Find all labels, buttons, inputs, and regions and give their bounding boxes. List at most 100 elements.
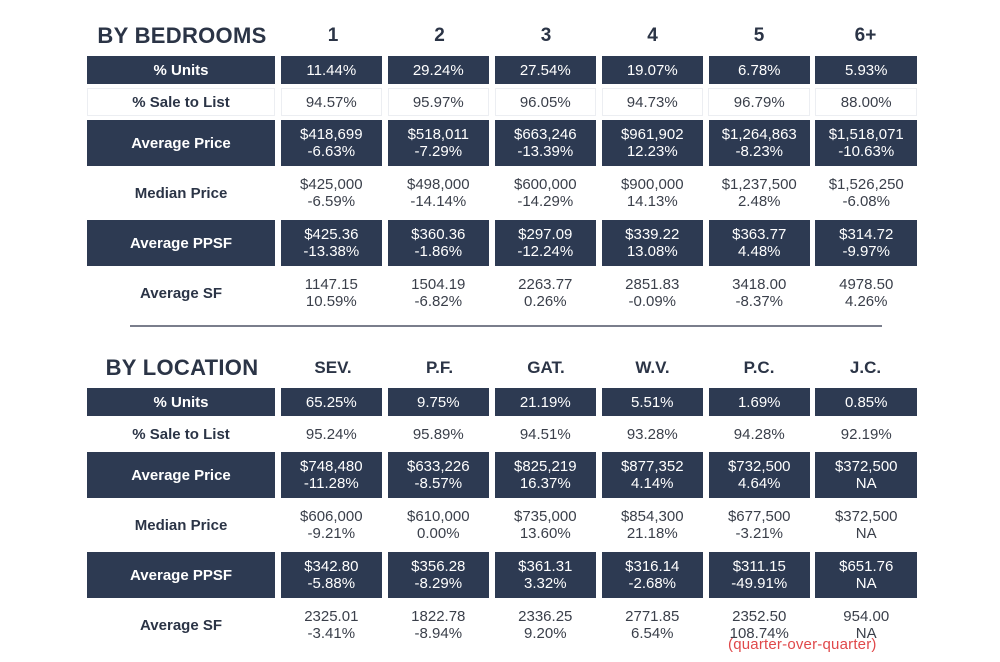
cell: 21.19% <box>494 388 597 416</box>
cell: $339.22 13.08% <box>601 220 703 266</box>
cell-value: $372,500 <box>834 458 898 475</box>
row-average-price: Average Price $748,480 -11.28% $633,226 -8… <box>87 452 917 498</box>
cell-value: 1147.15 <box>304 276 358 293</box>
cell: 96.05% <box>494 88 596 116</box>
cell-value: 2771.85 <box>625 608 680 625</box>
cell-change: 9.20% <box>524 625 567 642</box>
cell-change: -12.24% <box>517 243 574 260</box>
cell-change: -13.39% <box>517 143 574 160</box>
cell-value: $339.22 <box>625 226 680 243</box>
row-label: % Units <box>87 388 276 416</box>
cell-value: $1,526,250 <box>828 176 904 193</box>
row-label: Median Price <box>87 170 276 216</box>
cell-change: 12.23% <box>626 143 678 160</box>
cell-change: -8.23% <box>735 143 783 160</box>
cell-change: -6.08% <box>842 193 890 210</box>
cell: $297.09 -12.24% <box>494 220 597 266</box>
cell-change: -11.28% <box>303 475 359 492</box>
cell-change: -6.82% <box>414 293 463 310</box>
cell: $498,000 -14.14% <box>387 170 490 216</box>
section-title: BY LOCATION <box>105 355 259 380</box>
cell-value: 94.28% <box>733 425 785 443</box>
row-median-price: Median Price $606,000 -9.21% $610,000 0.00… <box>87 502 917 548</box>
cell: 94.51% <box>494 420 597 448</box>
cell-value: $735,000 <box>513 508 577 525</box>
cell-value: $825,219 <box>513 458 577 475</box>
cell-value: $633,226 <box>407 458 470 475</box>
location-header-row: BY LOCATION SEV. P.F. GAT. W.V. P.C. J.C… <box>87 352 917 384</box>
cell-value: 3418.00 <box>732 276 787 293</box>
cell: 6.78% <box>708 56 810 84</box>
cell-value: $1,264,863 <box>721 126 797 143</box>
cell: $1,526,250 -6.08% <box>815 170 917 216</box>
cell-value: $297.09 <box>518 226 573 243</box>
cell: $606,000 -9.21% <box>280 502 383 548</box>
cell: 1504.19 -6.82% <box>387 270 490 316</box>
cell-value: 2336.25 <box>518 608 573 625</box>
row-sale-to-list: % Sale to List 95.24% 95.89% 94.51% 93.2… <box>87 420 917 448</box>
row-label: Average Price <box>87 452 276 498</box>
cell-change: NA <box>855 625 877 642</box>
cell-change: 6.54% <box>630 625 674 642</box>
cell: $372,500 NA <box>815 502 917 548</box>
row-label: % Sale to List <box>87 420 276 448</box>
cell-change: -14.14% <box>410 193 467 210</box>
cell-value: $732,500 <box>727 458 791 475</box>
cell-value: $606,000 <box>300 508 363 525</box>
cell-value: 2352.50 <box>732 608 787 625</box>
cell: $610,000 0.00% <box>387 502 490 548</box>
cell: $961,902 12.23% <box>601 120 703 166</box>
cell: 1.69% <box>708 388 810 416</box>
cell-change: NA <box>855 475 877 492</box>
cell-value: $854,300 <box>620 508 684 525</box>
cell-change: -8.94% <box>414 625 463 642</box>
cell-value: $314.72 <box>839 226 894 243</box>
cell-value: 94.51% <box>519 425 571 443</box>
cell-change: 0.00% <box>417 525 460 542</box>
cell-change: -6.63% <box>307 143 356 160</box>
column-header: SEV. <box>314 358 352 377</box>
cell: $361.31 3.32% <box>494 552 597 598</box>
cell: $877,352 4.14% <box>601 452 703 498</box>
cell: 9.75% <box>387 388 490 416</box>
cell-change: NA <box>855 575 877 592</box>
cell-value: 95.24% <box>305 425 357 443</box>
cell-value: 2263.77 <box>518 276 573 293</box>
cell: $311.15 -49.91% <box>708 552 810 598</box>
cell: $342.80 -5.88% <box>280 552 383 598</box>
cell: 95.89% <box>387 420 490 448</box>
cell-value: 6.78% <box>737 61 781 79</box>
cell-value: 95.89% <box>412 425 464 443</box>
cell-change: 3.32% <box>524 575 567 592</box>
by-location-table: BY LOCATION SEV. P.F. GAT. W.V. P.C. J.C… <box>87 352 917 648</box>
cell: 3418.00 -8.37% <box>708 270 810 316</box>
cell-value: $418,699 <box>300 126 363 143</box>
cell-change: 13.08% <box>626 243 678 260</box>
cell-change: -10.63% <box>838 143 895 160</box>
cell-change: 13.60% <box>519 525 571 542</box>
cell: $1,264,863 -8.23% <box>708 120 810 166</box>
cell-value: 95.97% <box>412 93 464 111</box>
cell: 94.73% <box>601 88 703 116</box>
section-divider <box>130 325 882 327</box>
cell: $356.28 -8.29% <box>387 552 490 598</box>
cell: 95.97% <box>387 88 490 116</box>
cell-change: -2.68% <box>628 575 677 592</box>
cell: $316.14 -2.68% <box>601 552 703 598</box>
cell-value: $961,902 <box>620 126 684 143</box>
cell: $663,246 -13.39% <box>494 120 597 166</box>
cell: 96.79% <box>708 88 810 116</box>
cell-value: $518,011 <box>407 126 470 143</box>
cell: 65.25% <box>280 388 383 416</box>
cell: $518,011 -7.29% <box>387 120 490 166</box>
cell-value: $663,246 <box>513 126 577 143</box>
row-label: Average SF <box>87 270 276 316</box>
cell-value: 29.24% <box>412 61 464 79</box>
cell: 92.19% <box>815 420 917 448</box>
section-title: BY BEDROOMS <box>97 23 267 48</box>
cell-value: $651.76 <box>839 558 894 575</box>
cell-change: 14.13% <box>626 193 678 210</box>
row-sale-to-list: % Sale to List 94.57% 95.97% 96.05% 94.7… <box>87 88 917 116</box>
cell-change: -9.21% <box>307 525 356 542</box>
cell: 29.24% <box>387 56 490 84</box>
